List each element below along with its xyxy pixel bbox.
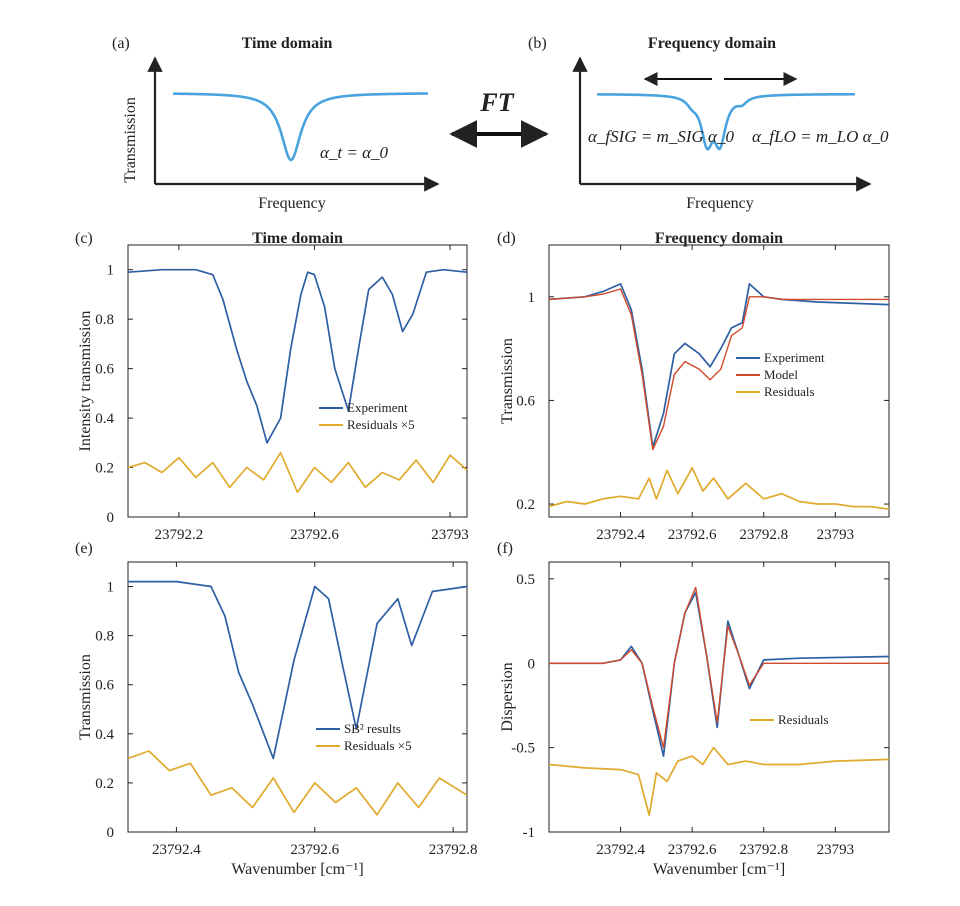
panel-e-label: (e) — [75, 540, 93, 557]
panel-a-equation: α_t = α_0 — [320, 143, 389, 162]
panel-c-ytick-label: 0.8 — [95, 312, 114, 328]
panel-d-xtick-label: 23792.4 — [596, 527, 645, 543]
panel-d-series-residuals — [548, 466, 890, 511]
panel-c-ytick-label: 0.2 — [95, 461, 114, 477]
panel-d-xtick-label: 23793 — [817, 527, 855, 543]
panel-d-legend-entry: Residuals — [764, 384, 815, 399]
panel-e: (e) 0 0.2 0.4 0.6 0.8 1 23792.4 23792.6 23792.8 Tr… — [75, 540, 478, 878]
panel-c: (c) Time domain 0 0.2 0.4 0.6 0.8 1 23792.2 23792… — [75, 230, 469, 543]
panel-d-legend: Experiment Model Residuals — [736, 350, 825, 399]
panel-c-xtick-label: 23792.2 — [154, 527, 203, 543]
panel-e-xlabel: Wavenumber [cm⁻¹] — [231, 861, 363, 878]
panel-d-series-experiment — [548, 283, 890, 448]
panel-c-ylabel: Intensity transmission — [77, 311, 94, 452]
panel-f-xlabel: Wavenumber [cm⁻¹] — [653, 861, 785, 878]
panel-c-ytick-label: 0.4 — [95, 411, 114, 427]
panel-f-xtick-label: 23793 — [817, 842, 855, 858]
panel-e-series-sb-results — [128, 580, 468, 760]
panel-f-ytick-label: 0.5 — [516, 572, 535, 588]
panel-f-xtick-label: 23792.4 — [596, 842, 645, 858]
panel-e-xtick-label: 23792.4 — [152, 842, 201, 858]
panel-d-legend-entry: Experiment — [764, 350, 825, 365]
panel-e-frame — [127, 561, 468, 833]
data-panels: (c) Time domain 0 0.2 0.4 0.6 0.8 1 23792.2 23792… — [75, 230, 890, 878]
panel-e-xtick-label: 23792.6 — [290, 842, 339, 858]
panel-c-series-experiment — [127, 268, 468, 444]
panel-e-ytick-label: 0.4 — [95, 727, 114, 743]
panel-c-frame — [127, 244, 468, 518]
panel-b: (b) Frequency domain Frequency α_fSIG = … — [528, 35, 889, 212]
panel-f-xtick-label: 23792.6 — [668, 842, 717, 858]
panel-f-xtick-label: 23792.8 — [739, 842, 788, 858]
panel-a-absorption-curve — [172, 92, 429, 162]
panel-d-ytick-label: 0.6 — [516, 393, 535, 409]
panel-d-ylabel: Transmission — [499, 338, 516, 424]
panel-e-ylabel: Transmission — [77, 654, 94, 740]
panel-f-legend: Residuals — [750, 712, 829, 727]
panel-c-xtick-label: 23793 — [431, 527, 469, 543]
panel-e-ytick-label: 0.8 — [95, 629, 114, 645]
ft-transform: FT — [449, 88, 549, 148]
panel-d-series-model — [548, 288, 889, 451]
panel-f-ylabel: Dispersion — [499, 662, 516, 731]
panel-d-title: Frequency domain — [655, 230, 783, 247]
panel-e-ytick-label: 1 — [107, 580, 115, 596]
panel-a-xlabel: Frequency — [258, 195, 326, 212]
panel-c-ytick-label: 0.6 — [95, 362, 114, 378]
panel-d-legend-entry: Model — [764, 367, 798, 382]
panel-c-label: (c) — [75, 230, 93, 247]
panel-d-ytick-label: 0.2 — [516, 497, 535, 513]
panel-f-series-residuals — [548, 746, 890, 816]
panel-e-series-residuals-5 — [127, 750, 468, 816]
panel-f: (f) -1 -0.5 0 0.5 23792.4 23792.6 23792.8 23793 D… — [497, 540, 890, 878]
panel-e-ytick-label: 0.6 — [95, 678, 114, 694]
panel-d: (d) Frequency domain 0.2 0.6 1 23792.4 23792.6… — [497, 230, 890, 543]
panel-e-xtick-label: 23792.8 — [429, 842, 478, 858]
panel-f-series-experiment — [549, 591, 890, 757]
panel-b-xlabel: Frequency — [686, 195, 754, 212]
panel-c-series-residuals-5 — [127, 451, 468, 494]
panel-b-title: Frequency domain — [648, 35, 776, 52]
panel-f-frame — [548, 561, 890, 833]
panel-b-absorption-curve — [596, 92, 855, 151]
ft-label: FT — [479, 88, 514, 117]
panel-d-xtick-label: 23792.6 — [668, 527, 717, 543]
panel-c-legend-entry: Residuals ×5 — [347, 417, 415, 432]
panel-a-ylabel: Transmission — [122, 97, 139, 183]
panel-d-xtick-label: 23792.8 — [739, 527, 788, 543]
panel-c-ytick-label: 0 — [107, 510, 115, 526]
panel-f-label: (f) — [497, 540, 513, 557]
panel-a-title: Time domain — [242, 35, 333, 52]
panel-d-ytick-label: 1 — [528, 290, 536, 306]
panel-d-label: (d) — [497, 230, 516, 247]
panel-f-ytick-label: -0.5 — [511, 741, 535, 757]
panel-e-legend-entry: SB² results — [344, 721, 401, 736]
panel-b-equation-lo: α_fLO = m_LO α_0 — [752, 127, 889, 146]
panel-e-ytick-label: 0.2 — [95, 776, 114, 792]
panel-c-ytick-label: 1 — [107, 263, 115, 279]
panel-c-title: Time domain — [252, 230, 343, 247]
panel-b-label: (b) — [528, 35, 547, 52]
panel-e-legend-entry: Residuals ×5 — [344, 738, 412, 753]
panel-e-legend: SB² results Residuals ×5 — [316, 721, 412, 753]
panel-c-legend-entry: Experiment — [347, 400, 408, 415]
panel-a: (a) Time domain Transmission Frequency α… — [112, 35, 440, 212]
panel-f-series-model — [549, 586, 889, 749]
panel-c-legend: Experiment Residuals ×5 — [319, 400, 415, 432]
panel-f-legend-entry: Residuals — [778, 712, 829, 727]
panel-a-label: (a) — [112, 35, 130, 52]
panel-b-equation-sig: α_fSIG = m_SIG α_0 — [588, 127, 734, 146]
panel-c-xtick-label: 23792.6 — [290, 527, 339, 543]
panel-f-ytick-label: 0 — [528, 656, 536, 672]
panel-f-ytick-label: -1 — [523, 825, 536, 841]
panel-d-frame — [548, 244, 890, 518]
panel-e-ytick-label: 0 — [107, 825, 115, 841]
